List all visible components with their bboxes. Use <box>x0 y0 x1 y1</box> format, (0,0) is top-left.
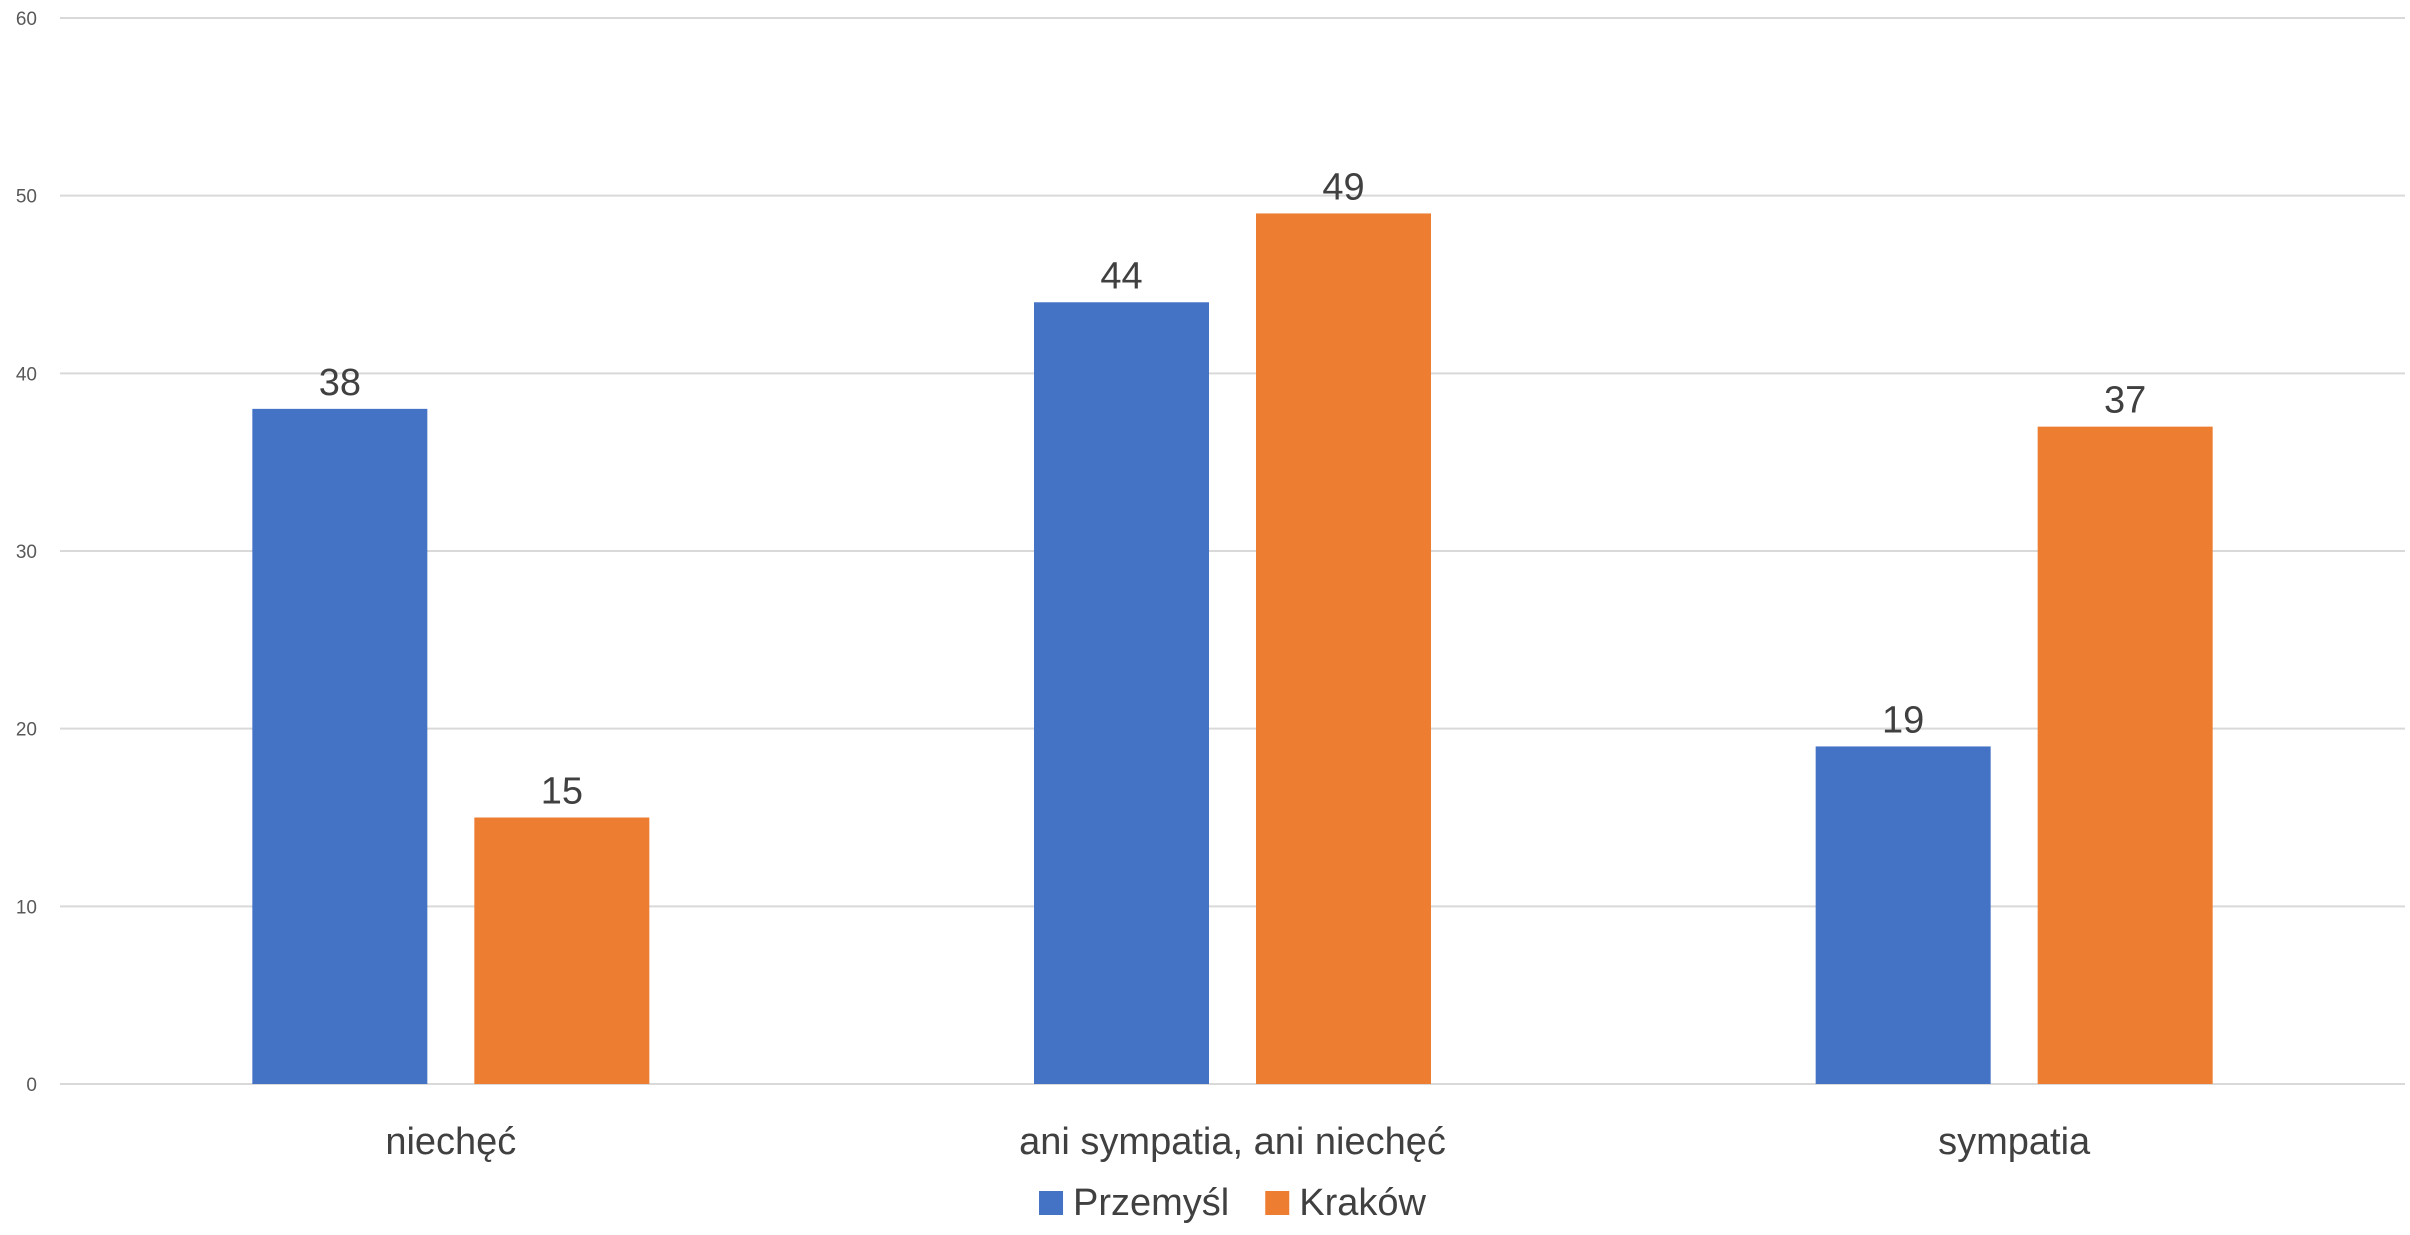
y-tick-label: 0 <box>26 1075 37 1096</box>
legend-label: Kraków <box>1299 1182 1426 1224</box>
data-label: 15 <box>541 771 583 813</box>
data-label: 38 <box>319 362 361 404</box>
bar-przemyśl-1 <box>1034 302 1209 1084</box>
data-label: 37 <box>2104 380 2146 422</box>
gridlines <box>60 17 2405 1085</box>
y-tick-label: 50 <box>16 187 37 208</box>
data-labels: 38 15 44 49 19 37 <box>319 166 2147 812</box>
y-tick-label: 20 <box>16 720 37 741</box>
legend-label: Przemyśl <box>1073 1182 1229 1224</box>
bar-przemyśl-0 <box>252 408 428 1084</box>
category-label: sympatia <box>1938 1121 2091 1163</box>
category-label: niechęć <box>385 1121 516 1163</box>
legend-swatch <box>1039 1191 1064 1215</box>
y-axis-tick-labels: 0 10 20 30 40 50 60 <box>16 9 37 1096</box>
y-tick-label: 60 <box>16 9 37 30</box>
bar-kraków-1 <box>1256 213 1431 1084</box>
data-label: 49 <box>1322 166 1364 208</box>
x-axis-category-labels: niechęć ani sympatia, ani niechęć sympatia <box>385 1121 2091 1163</box>
data-label: 19 <box>1882 699 1924 741</box>
data-label: 44 <box>1100 255 1142 297</box>
bar-kraków-0 <box>474 817 650 1084</box>
category-label: ani sympatia, ani niechęć <box>1019 1121 1446 1163</box>
legend-swatch <box>1265 1191 1290 1215</box>
y-tick-label: 40 <box>16 364 37 385</box>
y-tick-label: 30 <box>16 542 37 563</box>
bars <box>252 213 2213 1085</box>
bar-kraków-2 <box>2037 426 2213 1085</box>
legend: Przemyśl Kraków <box>1039 1182 1427 1224</box>
y-tick-label: 10 <box>16 897 37 918</box>
bar-przemyśl-2 <box>1815 746 1991 1084</box>
